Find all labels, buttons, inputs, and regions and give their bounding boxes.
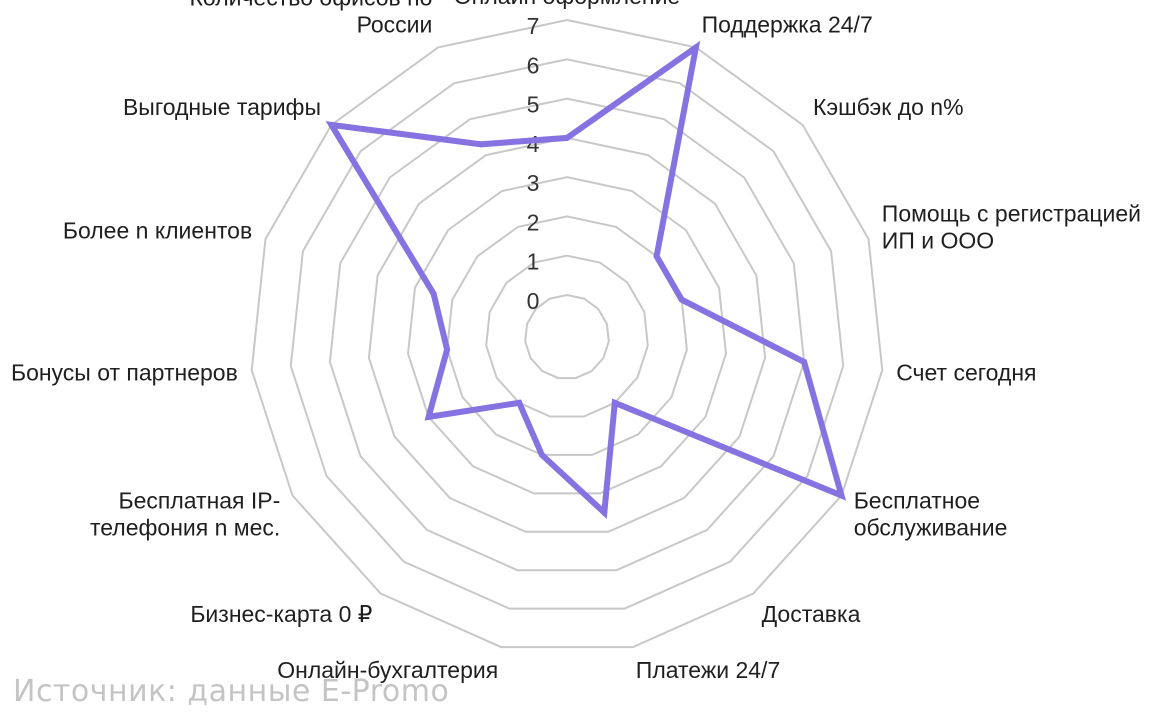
category-label-line: Количество офисов по [190,0,433,11]
category-label: Выгодные тарифы [123,94,321,120]
data-point [328,121,335,128]
tick-label: 6 [527,52,540,78]
category-label-line: Счет сегодня [896,359,1036,385]
data-point [601,509,608,516]
data-point [430,290,437,297]
data-point [444,346,451,353]
data-point [478,141,485,148]
category-label: Платежи 24/7 [636,657,780,683]
data-point [838,492,845,499]
category-label: Бизнес-карта 0 ₽ [190,601,372,627]
radar-grid [250,18,884,649]
grid-ring-1 [485,254,649,418]
grid-ring-7 [250,18,884,649]
category-label-line: Бесплатное [854,488,980,514]
category-label-line: Бонусы от партнеров [11,359,238,385]
category-label-line: Онлайн оформление [454,0,680,9]
category-label-line: ИП и ООО [882,227,994,253]
tick-label: 0 [527,288,540,314]
category-label: Бесплатная IP-телефония n мес. [90,488,280,541]
tick-label: 1 [527,249,540,275]
tick-label: 4 [527,131,540,157]
data-point [678,296,685,303]
category-label: Поддержка 24/7 [702,12,873,38]
category-label: Онлайн оформление [454,0,680,9]
category-label-line: Бесплатная IP- [118,488,280,514]
category-label-line: России [357,12,433,38]
category-label-line: Более n клиентов [63,218,252,244]
grid-ring-3 [406,176,728,495]
grid-ring-0 [524,293,610,380]
category-label-line: Поддержка 24/7 [702,12,873,38]
category-label: Бонусы от партнеров [11,359,238,385]
data-point [611,399,618,406]
category-label: Доставка [762,601,861,627]
category-label: Счет сегодня [896,359,1036,385]
data-point [692,44,699,51]
data-point [425,413,432,420]
tick-label: 7 [527,13,540,39]
category-labels: Онлайн оформление Поддержка 24/7 Кэшбэк до… [11,0,1141,683]
category-label-line: Помощь с регистрацией [882,200,1141,226]
category-label-line: Выгодные тарифы [123,94,321,120]
data-point [538,451,545,458]
category-label: Кэшбэк до n% [813,94,964,120]
category-label-line: обслуживание [854,515,1008,541]
radial-axis-ticks: 0 1 2 3 4 5 6 7 [527,13,540,314]
category-label: Более n клиентов [63,218,252,244]
data-point [516,399,523,406]
data-point [564,134,570,141]
tick-label: 3 [527,170,540,196]
grid-ring-5 [328,97,806,572]
series-line [325,40,847,519]
category-label-line: Доставка [762,601,861,627]
tick-label: 5 [527,92,540,118]
category-label: Количество офисов поРоссии [190,0,433,38]
category-label-line: Онлайн-бухгалтерия [277,657,498,683]
category-label-line: Бизнес-карта 0 ₽ [190,601,372,627]
tick-label: 2 [527,209,540,235]
data-point [653,253,660,260]
category-label: Онлайн-бухгалтерия [277,657,498,683]
category-label-line: телефония n мес. [90,515,280,541]
series-layer [325,40,847,519]
grid-ring-6 [289,58,845,610]
source-note: Источник: данные E-Promo [13,674,450,709]
category-label-line: Кэшбэк до n% [813,94,964,120]
data-point [801,358,808,365]
grid-ring-4 [367,136,767,533]
category-label-line: Платежи 24/7 [636,657,780,683]
